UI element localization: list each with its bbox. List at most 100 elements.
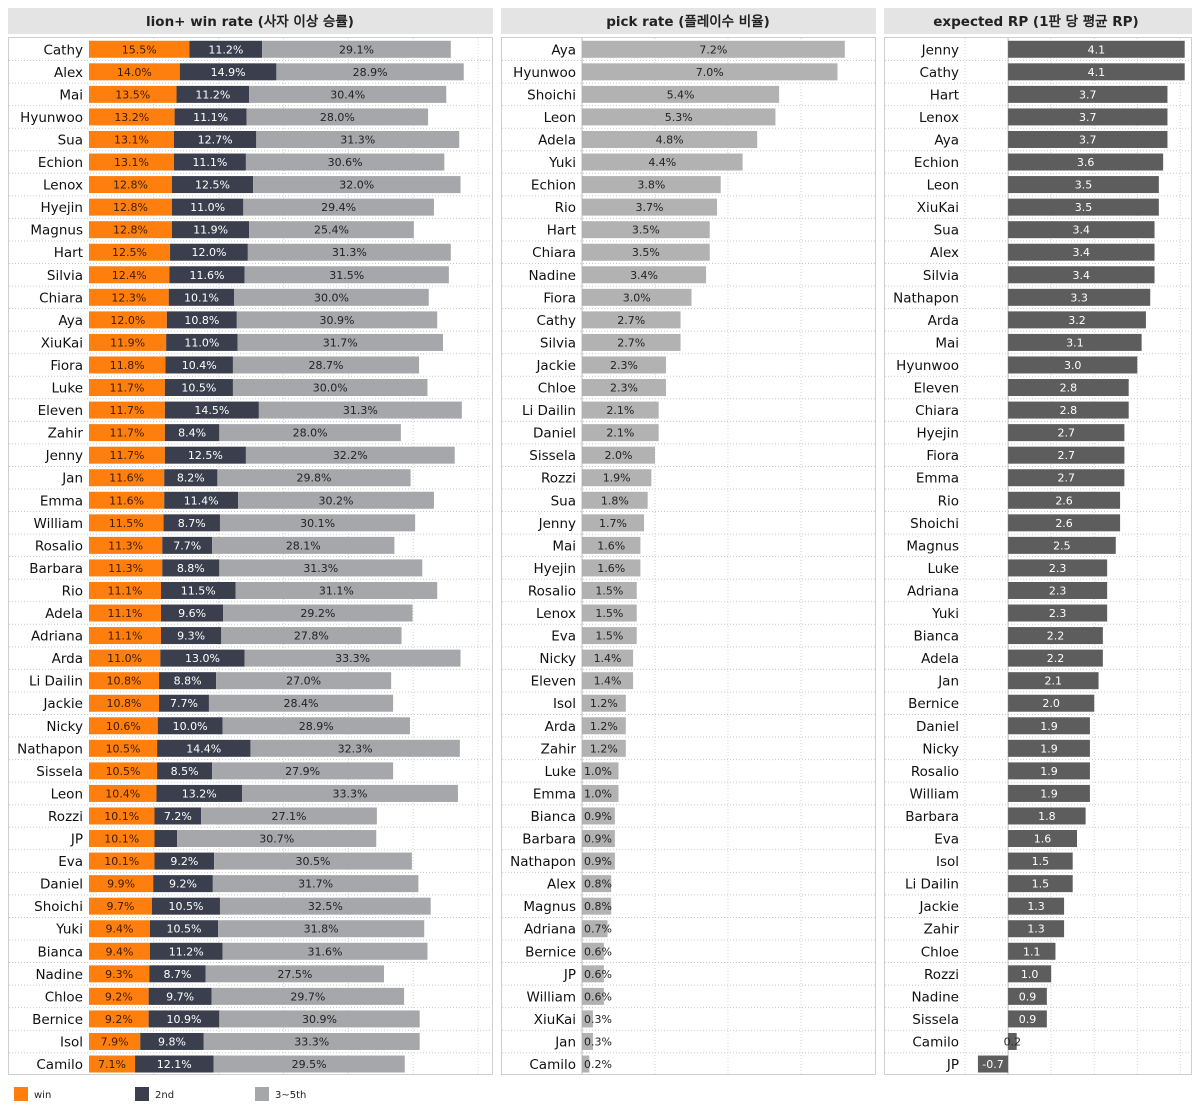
- pick-rate-label: 0.6%: [584, 990, 612, 1003]
- second-bar: [164, 446, 246, 464]
- third-bar: [262, 40, 451, 58]
- win-bar: [89, 784, 157, 802]
- third-label: 32.5%: [308, 900, 343, 913]
- panel3-row-label: Arda: [928, 313, 959, 329]
- third-bar: [249, 85, 447, 103]
- win-bar: [89, 514, 164, 532]
- pick-rate-label: 1.4%: [594, 675, 622, 688]
- win-bar: [89, 987, 149, 1005]
- pick-rate-label: 3.0%: [623, 291, 651, 304]
- expected-rp-label: 3.4: [1073, 269, 1091, 282]
- win-label: 10.1%: [104, 833, 139, 846]
- panel1-row-label: Eleven: [38, 403, 83, 419]
- second-label: 12.1%: [157, 1058, 192, 1071]
- win-label: 10.5%: [106, 742, 141, 755]
- second-label: 11.2%: [169, 945, 204, 958]
- win-bar: [89, 897, 152, 915]
- second-label: 10.5%: [168, 900, 203, 913]
- win-bar: [89, 491, 165, 509]
- second-bar: [157, 762, 213, 780]
- third-label: 29.4%: [321, 201, 356, 214]
- win-label: 11.9%: [110, 336, 145, 349]
- pick-rate-label: 1.5%: [595, 630, 623, 643]
- win-bar: [89, 1032, 141, 1050]
- expected-rp-label: 1.0: [1021, 968, 1039, 981]
- second-label: 10.0%: [173, 720, 208, 733]
- third-label: 31.8%: [304, 923, 339, 936]
- pick-rate-label: 1.0%: [584, 765, 612, 778]
- second-label: 10.5%: [181, 382, 216, 395]
- panel3-row-label: Lenox: [919, 110, 959, 126]
- second-label: 11.4%: [184, 494, 219, 507]
- expected-rp-label: 1.9: [1040, 742, 1058, 755]
- panel2-row-label: Bianca: [530, 809, 576, 825]
- pick-rate-bar: [582, 333, 681, 351]
- win-label: 10.5%: [106, 765, 141, 778]
- expected-rp-bar: [1008, 198, 1159, 216]
- expected-rp-bar: [1008, 266, 1155, 284]
- pick-rate-label: 3.4%: [630, 269, 658, 282]
- third-label: 30.5%: [296, 855, 331, 868]
- second-bar: [170, 243, 248, 261]
- expected-rp-label: -0.7: [982, 1058, 1003, 1071]
- pick-rate-label: 1.5%: [595, 584, 623, 597]
- panel2-row-label: Chiara: [532, 245, 576, 261]
- second-bar: [164, 401, 259, 419]
- pick-rate-label: 7.2%: [699, 43, 727, 56]
- second-label: 8.2%: [177, 472, 205, 485]
- expected-rp-bar: [977, 1055, 1009, 1073]
- pick-rate-bar: [582, 356, 666, 374]
- second-label: 11.9%: [193, 224, 228, 237]
- expected-rp-label: 3.5: [1075, 179, 1093, 192]
- second-label: 9.6%: [178, 607, 206, 620]
- pick-rate-bar: [582, 514, 645, 532]
- expected-rp-bar: [1008, 108, 1168, 126]
- legend-swatch-win: [14, 1087, 28, 1101]
- second-label: 8.7%: [164, 968, 192, 981]
- panel2-row-label: Hyejin: [533, 561, 576, 577]
- expected-rp-label: 2.3: [1049, 584, 1067, 597]
- expected-rp-bar: [1008, 627, 1103, 645]
- third-bar: [244, 266, 449, 284]
- win-bar: [89, 446, 165, 464]
- win-label: 14.0%: [117, 66, 152, 79]
- panel1-row-label: Rio: [62, 583, 83, 599]
- panel2-row-label: Alex: [547, 877, 576, 893]
- expected-rp-label: 1.8: [1038, 810, 1056, 823]
- second-label: 9.8%: [158, 1035, 186, 1048]
- second-label: 9.2%: [169, 878, 197, 891]
- win-label: 12.4%: [112, 269, 147, 282]
- panel1-row-label: Bianca: [37, 944, 83, 960]
- panel1-row-label: Magnus: [30, 223, 83, 239]
- win-label: 13.2%: [114, 111, 149, 124]
- panel1-row-label: Yuki: [55, 922, 83, 938]
- third-label: 31.3%: [340, 133, 375, 146]
- win-label: 12.0%: [110, 314, 145, 327]
- panel3-row-label: JP: [946, 1057, 959, 1073]
- panel2-row-label: Sua: [551, 493, 576, 509]
- expected-rp-bar: [1008, 446, 1125, 464]
- pick-rate-bar: [582, 762, 619, 780]
- win-bar: [89, 762, 158, 780]
- expected-rp-bar: [1008, 356, 1138, 374]
- panel3-row-label: Daniel: [916, 719, 959, 735]
- win-label: 12.5%: [112, 246, 147, 259]
- pick-rate-bar: [582, 469, 652, 487]
- pick-rate-label: 1.2%: [590, 697, 618, 710]
- pick-rate-label: 0.7%: [584, 923, 612, 936]
- panel3-row-label: Adriana: [907, 583, 959, 599]
- pick-rate-bar: [582, 536, 641, 554]
- panel1-row-label: Isol: [60, 1034, 83, 1050]
- win-bar: [89, 807, 155, 825]
- win-label: 10.4%: [105, 787, 140, 800]
- win-bar: [89, 198, 172, 216]
- expected-rp-bar: [1008, 987, 1047, 1005]
- pick-rate-bar: [582, 379, 666, 397]
- expected-rp-bar: [1008, 424, 1125, 442]
- pick-rate-bar: [582, 153, 743, 171]
- second-label: 11.2%: [195, 88, 230, 101]
- third-label: 30.2%: [319, 494, 354, 507]
- pick-rate-bar: [582, 649, 634, 667]
- second-bar: [159, 672, 217, 690]
- win-bar: [89, 581, 161, 599]
